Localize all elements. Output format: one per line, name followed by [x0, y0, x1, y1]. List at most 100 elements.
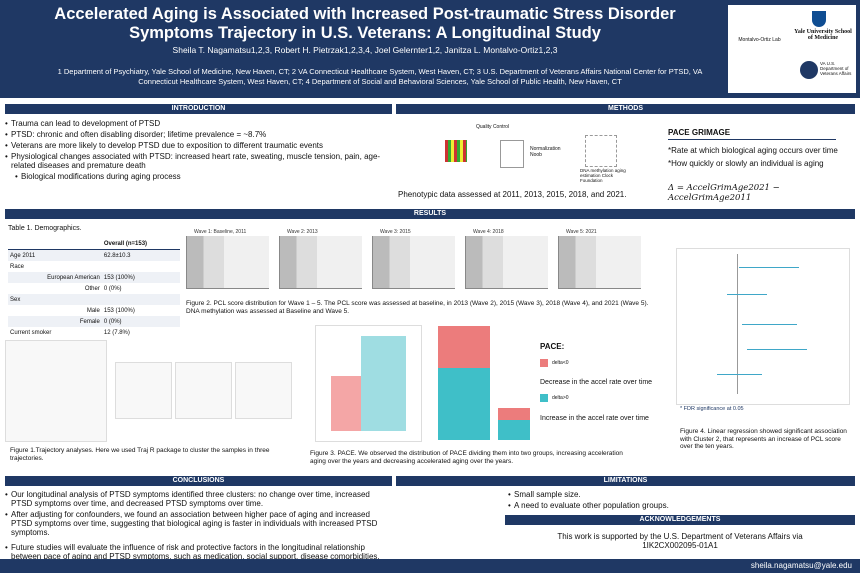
formula: Δ = AccelGrimAge2021 − AccelGrimAge2011 — [668, 183, 780, 203]
cell: Male — [86, 307, 100, 314]
section-heading: METHODS — [396, 104, 855, 114]
header-cell: Overall (n=153) — [103, 240, 148, 247]
figure-note: * FDR significance at 0.05 — [680, 406, 744, 412]
table-caption: Table 1. Demographics. — [8, 225, 82, 232]
diagram-box — [500, 140, 524, 168]
legend-label: delta<0 — [552, 360, 569, 366]
cell: Other — [84, 285, 100, 292]
figure-3-hist — [315, 325, 422, 442]
logo-box: Montalvo-Ortiz Lab Yale University Schoo… — [728, 5, 856, 93]
logo: VA U.S. Department of Veterans Affairs — [820, 61, 852, 76]
pace-bullet: *Rate at which biological aging occurs o… — [668, 146, 838, 155]
section-heading: INTRODUCTION — [5, 104, 392, 114]
stack-part — [498, 420, 530, 440]
figure-caption: Figure 3. PACE. We observed the distribu… — [310, 450, 623, 465]
cell: 153 (100%) — [103, 307, 135, 314]
methods-caption: Phenotypic data assessed at 2011, 2013, … — [398, 190, 627, 199]
table-row: Sex — [8, 294, 180, 305]
table-row: Current smoker 12 (7.8%) — [8, 327, 180, 338]
cell: 0 (0%) — [103, 285, 122, 292]
diagram-label: Normalization Noob — [530, 146, 561, 158]
stack-part — [498, 408, 530, 420]
bullet: Biological modifications during aging pr… — [15, 172, 390, 181]
cell: 153 (100%) — [103, 274, 135, 281]
ci-line — [717, 374, 762, 375]
legend-swatch — [540, 359, 548, 367]
bullet: Our longitudinal analysis of PTSD sympto… — [5, 490, 390, 508]
ci-line — [727, 294, 767, 295]
logo-shield — [812, 11, 826, 27]
table-row: Other 0 (0%) — [8, 283, 180, 294]
bullet: Small sample size. — [508, 490, 838, 499]
figure-caption: Figure 2. PCL score distribution for Wav… — [186, 300, 649, 315]
stack-part — [438, 368, 490, 440]
table: Overall (n=153) Age 2011 62.8±10.3 Race Eur… — [8, 238, 180, 338]
legend-label: delta>0 — [552, 395, 569, 401]
table-row: Male 153 (100%) — [8, 305, 180, 316]
histogram-panel — [372, 236, 455, 289]
ref-line — [737, 254, 738, 394]
limitations-text: Small sample size. A need to evaluate ot… — [508, 490, 838, 512]
bullet: Veterans are more likely to develop PTSD… — [5, 141, 390, 150]
acknowledgements-text: This work is supported by the U.S. Depar… — [557, 532, 803, 550]
histogram-panel — [465, 236, 548, 289]
array-icon — [445, 140, 467, 162]
table-row: European American 153 (100%) — [8, 272, 180, 283]
header — [0, 0, 860, 98]
legend-text: Decrease in the accel rate over time — [540, 379, 653, 386]
bullet: Physiological changes associated with PT… — [5, 152, 390, 170]
email: sheila.nagamatsu@yale.edu — [750, 561, 852, 570]
section-heading: ACKNOWLEDGEMENTS — [505, 515, 855, 525]
panel-title: Wave 4: 2018 — [473, 229, 504, 235]
cell: European American — [47, 274, 100, 281]
cell: Age 2011 — [10, 252, 36, 259]
bullet: PTSD: chronic and often disabling disord… — [5, 130, 390, 139]
hist-area — [361, 336, 406, 431]
diagram-box — [585, 135, 617, 167]
figure-caption: Figure 4. Linear regression showed signi… — [680, 428, 847, 450]
title: Accelerated Aging is Associated with Inc… — [54, 5, 676, 42]
figure-4-forest — [676, 248, 850, 405]
diagram-label: DNA methylation aging estimation Clock F… — [580, 168, 626, 183]
diagram-label: Quality Control — [476, 124, 510, 130]
stack-part — [438, 326, 490, 368]
bullet: Trauma can lead to development of PTSD — [5, 119, 390, 128]
rule — [668, 139, 836, 140]
section-heading: RESULTS — [5, 209, 855, 219]
logo: Yale University School of Medicine — [794, 29, 852, 41]
legend-title: PACE: — [540, 342, 565, 351]
cell: Female — [79, 318, 100, 325]
section-heading: CONCLUSIONS — [5, 476, 392, 486]
cell: Sex — [10, 296, 21, 303]
figure-1-plot — [5, 340, 107, 442]
figure-1-plot — [235, 362, 292, 419]
panel-title: Wave 5: 2021 — [566, 229, 597, 235]
table-row: Race — [8, 261, 180, 272]
ci-line — [747, 349, 807, 350]
intro-text: Trauma can lead to development of PTSD P… — [5, 119, 390, 183]
cell: 12 (7.8%) — [103, 329, 130, 336]
panel-title: Wave 2: 2013 — [287, 229, 318, 235]
cell — [102, 261, 180, 272]
cell — [8, 238, 102, 250]
cell: Current smoker — [10, 329, 52, 336]
table-row: Female 0 (0%) — [8, 316, 180, 327]
cell: 62.8±10.3 — [103, 252, 131, 259]
figure-caption: Figure 1.Trajectory analyses. Here we us… — [10, 447, 270, 462]
footer — [0, 559, 860, 573]
logo-seal — [800, 61, 818, 79]
pace-bullet: *How quickly or slowly an individual is … — [668, 159, 824, 168]
cell — [102, 294, 180, 305]
ci-line — [742, 324, 797, 325]
legend-text: Increase in the accel rate over time — [540, 415, 649, 422]
cell: Race — [10, 263, 25, 270]
pace-title: PACE GRIMAGE — [668, 128, 731, 137]
panel-title: Wave 1: Baseline, 2011 — [194, 229, 247, 235]
ci-line — [739, 267, 799, 268]
pace-text: *Rate at which biological aging occurs o… — [668, 146, 853, 168]
section-heading: LIMITATIONS — [396, 476, 855, 486]
bullet: After adjusting for confounders, we foun… — [5, 510, 390, 537]
figure-1-plot — [115, 362, 172, 419]
cell: 0 (0%) — [103, 318, 122, 325]
